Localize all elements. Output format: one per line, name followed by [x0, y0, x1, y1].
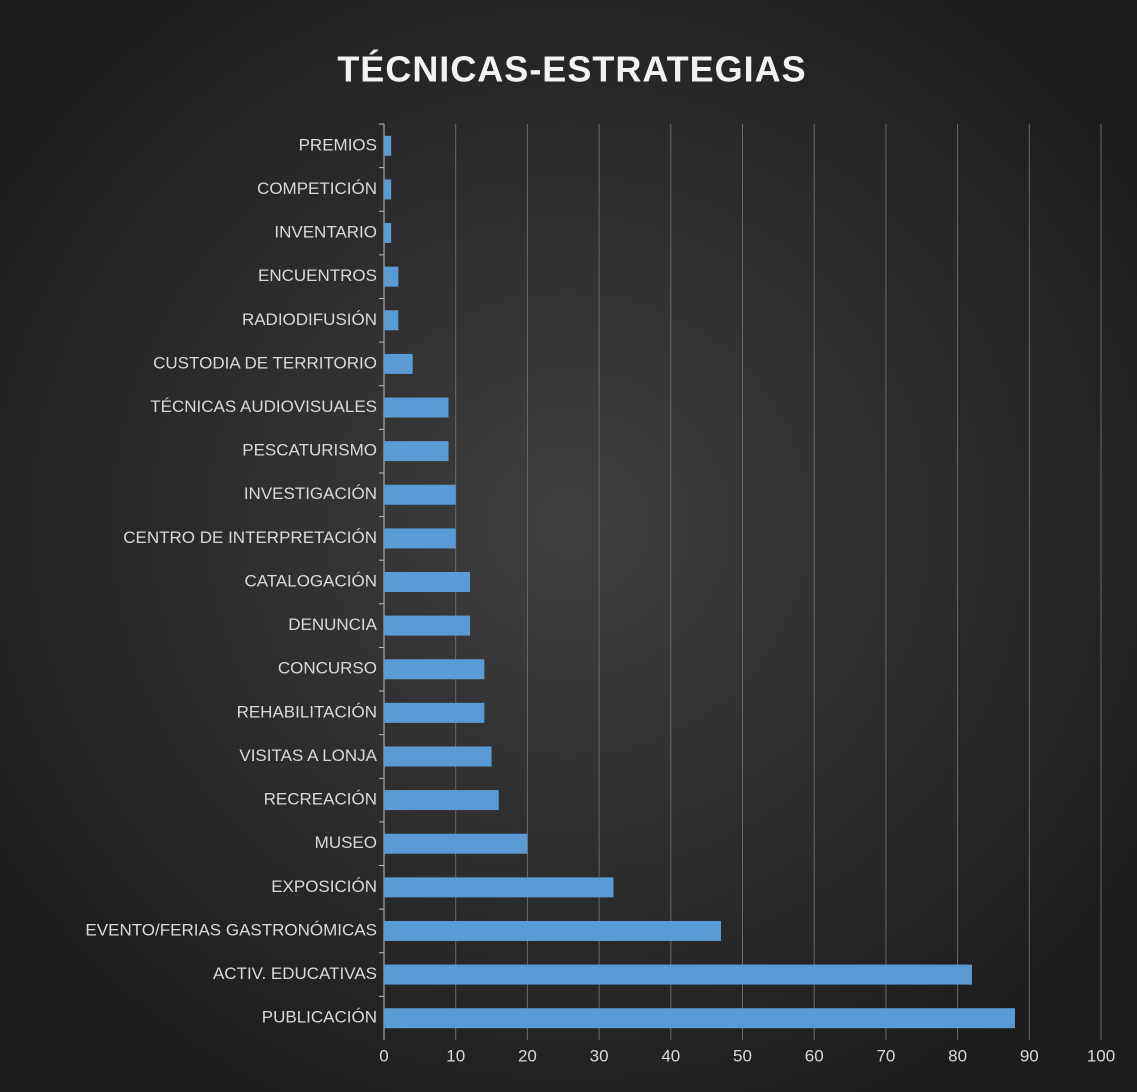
y-tick-label: REHABILITACIÓN [237, 702, 377, 721]
y-tick-label: INVENTARIO [274, 223, 377, 242]
y-tick-label: EXPOSICIÓN [271, 877, 377, 896]
y-tick-label: PREMIOS [299, 135, 377, 154]
bar [384, 615, 471, 636]
x-tick-label: 30 [590, 1046, 609, 1065]
bar [384, 964, 972, 985]
x-tick-label: 100 [1087, 1046, 1115, 1065]
bar [384, 528, 456, 549]
x-tick-label: 20 [518, 1046, 537, 1065]
bar [384, 135, 392, 156]
y-tick-label: CUSTODIA DE TERRITORIO [153, 353, 377, 372]
y-tick-label: MUSEO [315, 833, 377, 852]
bar [384, 1008, 1015, 1029]
y-tick-label: ENCUENTROS [258, 266, 377, 285]
x-tick-label: 40 [661, 1046, 680, 1065]
y-tick-label: COMPETICIÓN [257, 179, 377, 198]
y-tick-label: PUBLICACIÓN [262, 1008, 377, 1027]
y-tick-label: CATALOGACIÓN [244, 571, 377, 590]
bar [384, 310, 399, 331]
y-tick-label: DENUNCIA [288, 615, 377, 634]
bar [384, 572, 471, 592]
y-tick-label: EVENTO/FERIAS GASTRONÓMICAS [85, 920, 377, 939]
bar [384, 702, 485, 723]
y-tick-label: RECREACIÓN [264, 790, 377, 809]
x-tick-label: 0 [379, 1046, 388, 1065]
x-tick-label: 90 [1020, 1046, 1039, 1065]
bar [384, 223, 392, 244]
bar [384, 484, 456, 505]
y-tick-label: TÉCNICAS AUDIOVISUALES [150, 397, 377, 416]
x-tick-label: 60 [805, 1046, 824, 1065]
bar [384, 397, 449, 418]
bar [384, 833, 528, 854]
y-tick-label: VISITAS A LONJA [239, 746, 377, 765]
y-tick-label: PESCATURISMO [242, 441, 377, 460]
y-tick-label: ACTIV. EDUCATIVAS [213, 964, 377, 983]
bar [384, 441, 449, 462]
y-tick-label: CENTRO DE INTERPRETACIÓN [123, 528, 377, 547]
bar [384, 179, 392, 200]
x-tick-label: 10 [446, 1046, 465, 1065]
y-tick-label: INVESTIGACIÓN [244, 484, 377, 503]
bar [384, 659, 485, 680]
bar [384, 920, 721, 941]
bar [384, 790, 499, 811]
x-tick-label: 80 [948, 1046, 967, 1065]
y-tick-label: RADIODIFUSIÓN [242, 310, 377, 329]
chart-title: TÉCNICAS-ESTRATEGIAS [337, 49, 806, 90]
bar [384, 266, 399, 287]
x-tick-label: 50 [733, 1046, 752, 1065]
bar [384, 746, 492, 767]
bar [384, 877, 614, 898]
bar [384, 353, 413, 374]
y-tick-label: CONCURSO [278, 659, 377, 678]
x-tick-label: 70 [876, 1046, 895, 1065]
